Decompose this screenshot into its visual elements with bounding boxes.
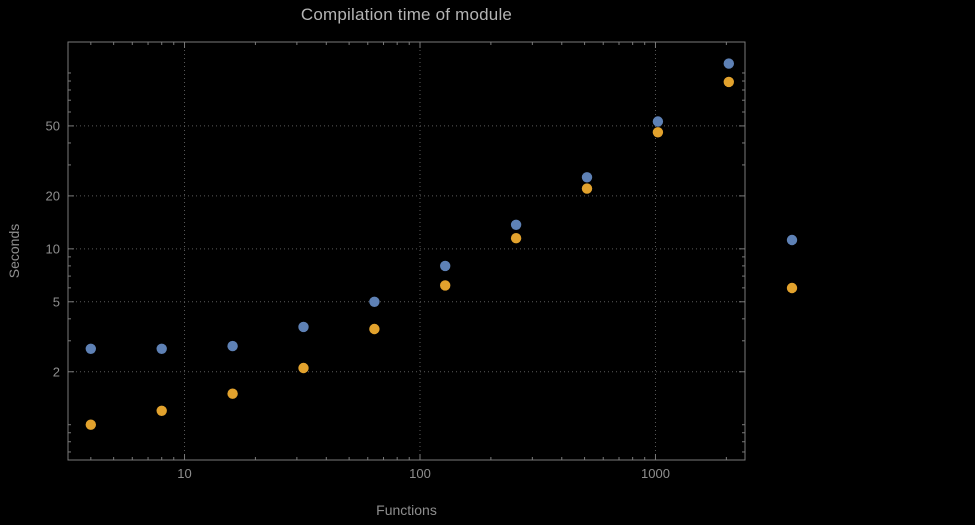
chart-title: Compilation time of module — [300, 5, 513, 24]
data-point-series-2 — [227, 388, 238, 399]
plot-frame — [67, 41, 746, 461]
x-tick-label: 1000 — [641, 466, 670, 481]
data-point-series-1 — [227, 340, 238, 352]
data-point-series-1 — [156, 343, 167, 354]
data-point-series-2 — [510, 233, 522, 244]
y-tick-label: 2 — [53, 364, 60, 379]
x-tick-label: 10 — [177, 466, 191, 481]
data-point-series-1 — [723, 58, 734, 69]
data-point-series-2 — [581, 183, 593, 194]
data-point-series-1 — [298, 321, 309, 333]
y-tick-label: 20 — [46, 188, 60, 203]
legend-marker-1 — [786, 234, 798, 246]
legend-marker-2 — [786, 282, 798, 294]
y-tick-label: 10 — [46, 241, 60, 256]
data-point-series-1 — [581, 172, 593, 183]
data-point-series-1 — [440, 260, 451, 272]
data-point-series-2 — [85, 419, 97, 430]
data-point-series-2 — [440, 280, 451, 291]
x-axis-label: Functions — [376, 502, 437, 518]
y-tick-label: 50 — [46, 118, 60, 133]
data-point-series-2 — [723, 76, 734, 88]
data-point-series-1 — [652, 116, 664, 127]
data-point-series-2 — [298, 362, 309, 374]
data-point-series-2 — [156, 405, 167, 416]
data-point-series-1 — [369, 296, 380, 307]
data-point-series-1 — [510, 219, 522, 230]
data-point-series-1 — [85, 343, 97, 354]
y-axis-label: Seconds — [6, 223, 22, 279]
y-tick-label: 5 — [53, 294, 60, 309]
data-point-series-2 — [369, 323, 380, 335]
data-point-series-2 — [652, 127, 664, 138]
x-tick-label: 100 — [409, 466, 431, 481]
